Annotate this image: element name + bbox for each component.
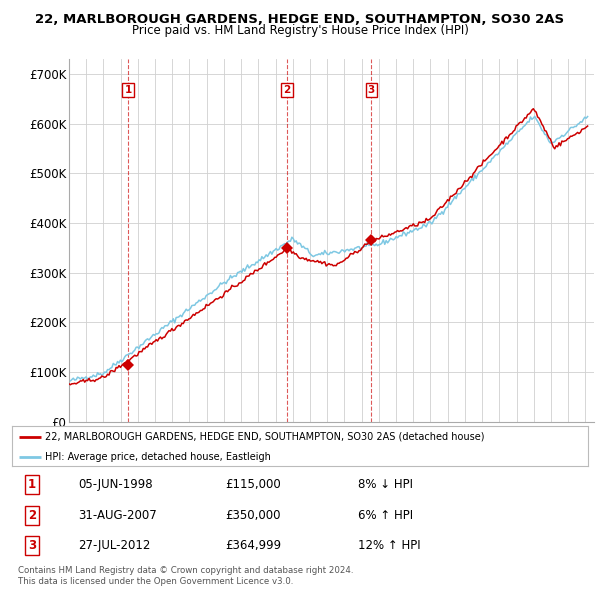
Text: 31-AUG-2007: 31-AUG-2007 <box>78 509 157 522</box>
Text: £115,000: £115,000 <box>225 478 281 491</box>
Text: 6% ↑ HPI: 6% ↑ HPI <box>358 509 413 522</box>
Text: 1: 1 <box>28 478 36 491</box>
Text: £364,999: £364,999 <box>225 539 281 552</box>
Text: £350,000: £350,000 <box>225 509 281 522</box>
Text: Price paid vs. HM Land Registry's House Price Index (HPI): Price paid vs. HM Land Registry's House … <box>131 24 469 37</box>
Text: 2: 2 <box>28 509 36 522</box>
Text: 27-JUL-2012: 27-JUL-2012 <box>78 539 151 552</box>
Text: 8% ↓ HPI: 8% ↓ HPI <box>358 478 413 491</box>
Text: HPI: Average price, detached house, Eastleigh: HPI: Average price, detached house, East… <box>46 453 271 463</box>
Text: 1: 1 <box>124 85 131 95</box>
Text: 05-JUN-1998: 05-JUN-1998 <box>78 478 153 491</box>
Text: 2: 2 <box>283 85 290 95</box>
Text: 3: 3 <box>368 85 375 95</box>
Text: 3: 3 <box>28 539 36 552</box>
Text: 22, MARLBOROUGH GARDENS, HEDGE END, SOUTHAMPTON, SO30 2AS (detached house): 22, MARLBOROUGH GARDENS, HEDGE END, SOUT… <box>46 432 485 442</box>
Text: 12% ↑ HPI: 12% ↑ HPI <box>358 539 420 552</box>
Text: Contains HM Land Registry data © Crown copyright and database right 2024.
This d: Contains HM Land Registry data © Crown c… <box>18 566 353 586</box>
Text: 22, MARLBOROUGH GARDENS, HEDGE END, SOUTHAMPTON, SO30 2AS: 22, MARLBOROUGH GARDENS, HEDGE END, SOUT… <box>35 13 565 26</box>
